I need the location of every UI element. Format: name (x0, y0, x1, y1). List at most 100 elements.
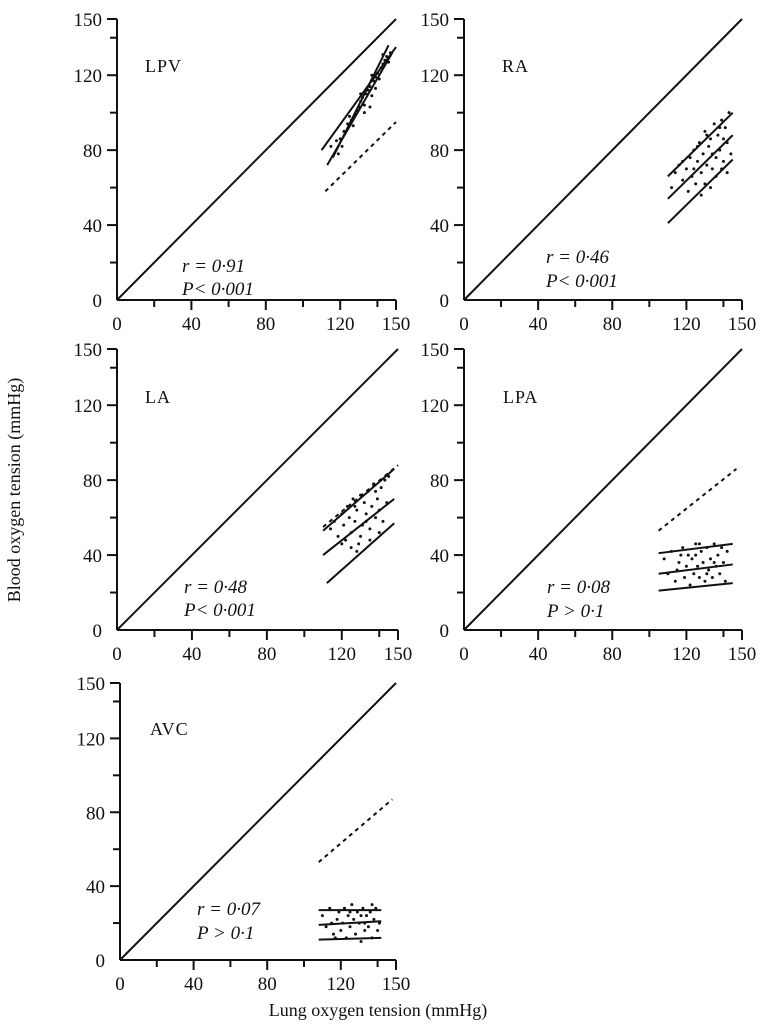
la-data-point (377, 531, 381, 535)
lpv-data-point (387, 60, 391, 64)
avc-reference-line (318, 798, 393, 863)
ra-x-tick-label: 150 (728, 314, 757, 335)
lpa-data-point (675, 568, 679, 572)
la-data-point (344, 538, 348, 542)
lpa-data-point (694, 553, 698, 557)
la-data-point (340, 542, 344, 546)
avc-data-point (344, 936, 348, 940)
lpv-data-point (349, 118, 353, 122)
lpa-regression-line-3 (658, 582, 733, 592)
ra-data-point (673, 171, 677, 175)
lpv-data-point (368, 105, 372, 109)
la-data-point (345, 504, 349, 508)
la-data-point (336, 534, 340, 538)
ra-data-point (677, 163, 681, 167)
ra-data-point (720, 118, 724, 122)
la-data-point (362, 501, 366, 505)
lpa-reference-line (657, 468, 738, 532)
ra-data-point (729, 152, 733, 156)
lpv-data-point (346, 122, 350, 126)
lpa-data-point (714, 564, 718, 568)
la-data-point (332, 519, 336, 523)
la-data-point (347, 516, 351, 520)
avc-data-point (339, 928, 343, 932)
lpa-data-point (697, 542, 701, 546)
lpv-data-point (379, 66, 383, 70)
la-x-tick-label: 150 (384, 644, 413, 665)
avc-stat-p: P > 0·1 (196, 923, 254, 944)
lpa-regression-line-2 (658, 563, 733, 575)
lpv-y-tick-label: 150 (74, 10, 103, 31)
ra-data-point (703, 182, 707, 186)
lpv-data-point (348, 114, 351, 118)
lpa-y-tick-label: 0 (440, 621, 450, 642)
la-data-point (374, 489, 378, 493)
ra-y-tick-label: 0 (440, 291, 450, 312)
ra-data-point (696, 159, 700, 163)
lpv-data-point (372, 79, 376, 83)
la-data-point (359, 493, 363, 497)
lpa-data-point (662, 557, 666, 561)
lpa-x-tick-label: 40 (529, 644, 548, 665)
lpa-data-point (708, 557, 712, 561)
avc-data-point (363, 928, 367, 932)
ra-stat-p: P< 0·001 (545, 271, 618, 292)
lpv-y-tick-label: 80 (83, 141, 102, 162)
avc-data-point (330, 921, 334, 925)
avc-data-point (348, 925, 352, 929)
lpa-data-point (683, 576, 687, 580)
avc-data-point (335, 917, 339, 921)
ra-data-point (705, 133, 709, 137)
lpv-data-point (353, 113, 357, 117)
lpa-data-point (703, 579, 707, 583)
lpa-data-point (696, 564, 700, 568)
lpa-x-tick-label: 80 (603, 644, 622, 665)
lpv-identity-line (116, 18, 397, 301)
panel-avc: 0 40 80 120 150 0 40 80 120 150 AVC r = 0·07 P > 0·1 (77, 674, 411, 995)
avc-data-point (376, 928, 380, 932)
avc-data-point (337, 910, 341, 914)
ra-x-tick-label: 80 (603, 314, 622, 335)
avc-y-tick-label: 120 (77, 729, 106, 750)
lpv-data-point (329, 144, 333, 148)
lpv-data-point (359, 92, 363, 96)
lpv-data-point (375, 71, 379, 75)
avc-data-point (346, 914, 350, 918)
la-data-point (368, 538, 372, 542)
lpa-data-point (699, 549, 703, 553)
lpv-data-point (334, 139, 338, 143)
ra-y-tick-label: 80 (430, 141, 449, 162)
lpa-data-point (723, 579, 727, 583)
avc-data-point (324, 925, 328, 929)
ra-data-point (703, 129, 707, 133)
lpa-data-point (692, 572, 696, 576)
avc-data-point (370, 936, 374, 940)
la-data-point (355, 508, 359, 512)
lpv-data-point (374, 86, 378, 90)
la-data-point (355, 549, 359, 553)
lpa-data-point (720, 546, 724, 550)
panel-la: 0 40 80 120 150 0 40 80 120 150 LA r = 0·48P< 0·001 (74, 340, 413, 665)
lpv-data-point (385, 54, 389, 58)
la-data-point (375, 497, 379, 501)
la-x-tick-label: 40 (182, 644, 201, 665)
lpv-data-point (366, 88, 370, 92)
avc-data-point (370, 903, 374, 907)
lpa-data-point (679, 553, 683, 557)
la-data-point (385, 501, 389, 505)
avc-data-point (357, 921, 361, 925)
lpv-data-point (336, 152, 340, 156)
la-data-point (359, 534, 363, 538)
lpv-reference-line (324, 121, 397, 193)
lpa-data-point (721, 561, 725, 565)
ra-data-point (725, 141, 729, 145)
la-y-tick-label: 0 (93, 621, 103, 642)
lpv-data-point (381, 53, 385, 57)
la-x-tick-label: 0 (112, 644, 122, 665)
lpv-panel-label: LPV (145, 56, 182, 76)
ra-data-point (727, 111, 731, 115)
lpv-data-point (338, 137, 342, 141)
ra-x-tick-label: 120 (672, 314, 701, 335)
lpv-x-tick-label: 150 (382, 314, 411, 335)
avc-x-tick-label: 0 (115, 974, 125, 995)
